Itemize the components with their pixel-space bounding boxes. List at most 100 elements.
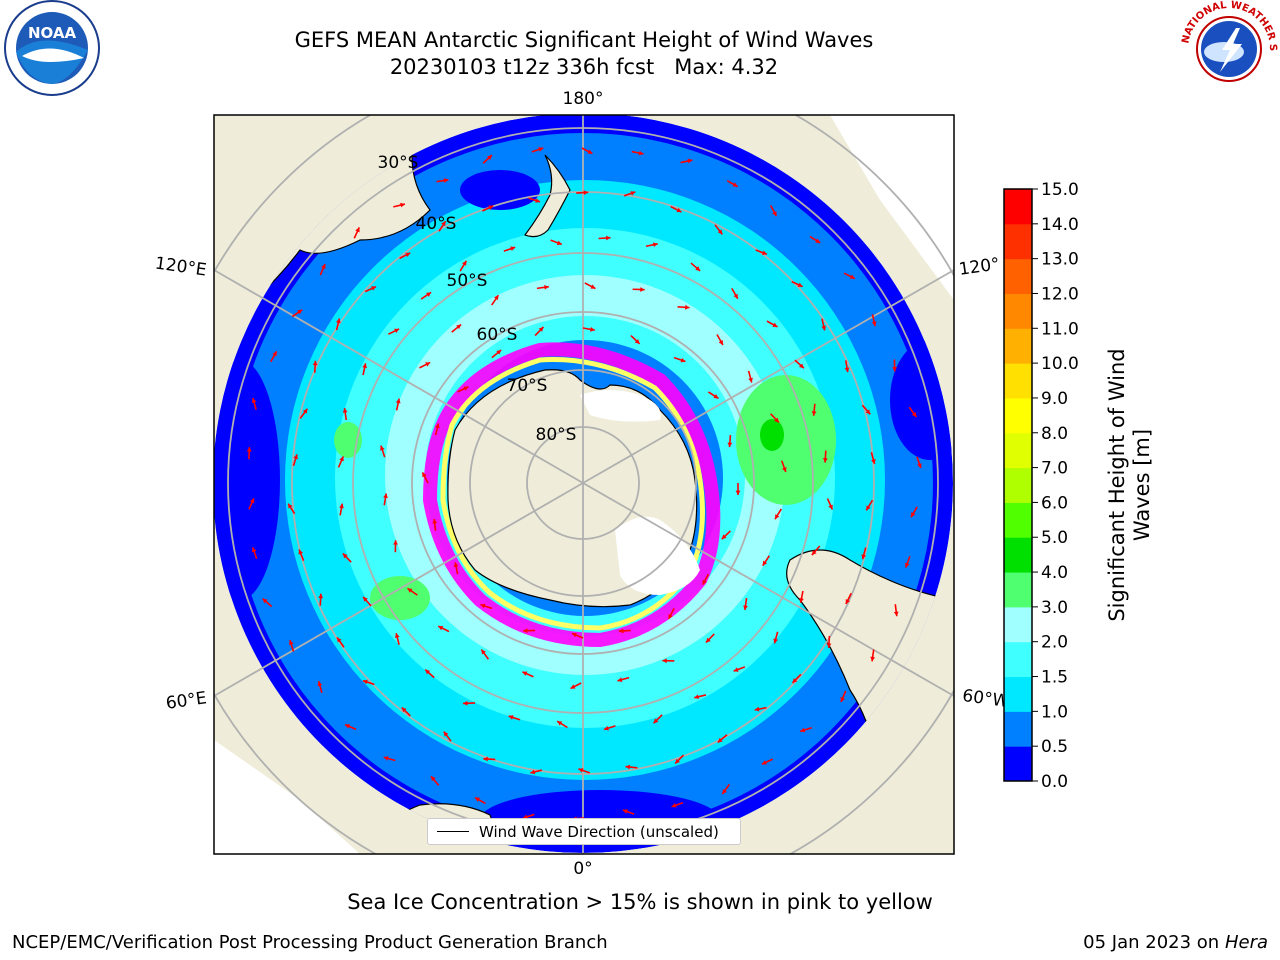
wave-direction-arrowhead (606, 235, 611, 241)
colorbar-tick-label: 3.0 (1041, 598, 1068, 618)
wave-direction-arrowhead (425, 669, 431, 675)
national-weather-service-logo: NATIONAL WEATHER SERVICE (1178, 0, 1278, 95)
wave-direction-arrowhead (640, 287, 645, 292)
colorbar-band (1004, 467, 1032, 503)
colorbar-band (1004, 676, 1032, 712)
wave-direction-arrowhead (401, 707, 407, 713)
wave-direction-arrowhead (345, 724, 351, 729)
colorbar-tick-label: 0.0 (1041, 772, 1068, 792)
colorbar-tick-label: 12.0 (1041, 284, 1079, 304)
ross-sea-ice (580, 390, 661, 422)
wave-direction-arrowhead (317, 681, 323, 687)
wave-direction-arrowhead (871, 459, 876, 464)
wave-direction-arrowhead (405, 252, 411, 258)
wave-direction-arrowhead (538, 147, 544, 152)
colorbar-label: Significant Height of Wind Waves [m] (1105, 348, 1154, 622)
wave-direction-arrowhead (249, 498, 255, 504)
wave-direction-arrowhead (748, 377, 753, 383)
colorbar: 0.0 0.5 1.0 1.5 2.0 3.0 4.0 5.0 6.0 7.0 8.0 9.0 10.0… (1003, 180, 1079, 792)
legend-line-swatch (437, 831, 469, 832)
colorbar-band (1004, 432, 1032, 469)
wave-direction-arrowhead (383, 756, 389, 761)
colorbar-tick-label: 2.0 (1041, 633, 1068, 653)
colorbar-band (1004, 223, 1032, 260)
wave-direction-arrowhead (400, 202, 405, 208)
colorbar-tick-label: 10.0 (1041, 354, 1079, 374)
wave-direction-arrowhead (676, 207, 682, 213)
wave-direction-arrowhead (844, 367, 850, 373)
lon-label-0: 0° (573, 859, 592, 879)
wave-direction-arrowhead (652, 242, 658, 248)
wave-direction-arrowhead (493, 295, 499, 301)
wave-direction-arrowhead (762, 250, 767, 255)
wave-direction-arrowhead (675, 758, 680, 764)
wave-direction-arrowhead (362, 363, 368, 369)
lon-label-120e: 120°E (154, 254, 208, 281)
wave-direction-arrowhead (587, 149, 593, 154)
wave-direction-arrowhead (462, 260, 467, 266)
wave-direction-arrowhead (339, 503, 344, 509)
wave-direction-arrowhead (799, 597, 804, 603)
wave-direction-arrowhead (743, 605, 748, 611)
wave-direction-arrowhead (625, 764, 631, 770)
wave-direction-arrowhead (718, 339, 723, 345)
wave-direction-arrowhead (618, 628, 624, 634)
wave-direction-arrowhead (811, 411, 817, 416)
wave-direction-arrowhead (732, 182, 738, 187)
wave-direction-arrowhead (727, 442, 733, 448)
wave-direction-arrowhead (302, 408, 308, 414)
wave-direction-arrowhead (821, 325, 827, 331)
colorbar-tick-label: 11.0 (1041, 319, 1079, 339)
chart-subtitle: 20230103 t12z 336h fcst Max: 4.32 (389, 55, 779, 79)
new-zealand-land (524, 154, 571, 238)
wave-direction-arrowhead (407, 588, 413, 593)
wave-direction-arrowhead (422, 472, 427, 478)
wave-direction-arrowhead (394, 328, 400, 334)
wave-direction-arrowhead (488, 205, 494, 210)
wave-direction-arrowhead (544, 284, 549, 290)
wave-direction-arrowhead (815, 238, 821, 243)
wave-direction-arrowhead (773, 638, 778, 644)
wave-direction-arrowhead (761, 760, 767, 765)
wave-direction-arrowhead (772, 322, 778, 327)
wave-direction-arrowhead (272, 351, 277, 357)
wave-direction-arrowhead (893, 611, 899, 617)
map-frame (213, 114, 955, 855)
colorbar-tick-label: 5.0 (1041, 528, 1068, 548)
footer-credit: NCEP/EMC/Verification Post Processing Pr… (12, 932, 608, 953)
wave-direction-arrowhead (297, 309, 303, 315)
wave-direction-arrowhead (463, 700, 468, 706)
wave-direction-arrowhead (583, 190, 589, 196)
wave-direction-arrowhead (336, 318, 341, 324)
wave-direction-arrowhead (653, 718, 659, 724)
lon-label-60e: 60°E (165, 688, 208, 713)
wave-direction-arrowhead (733, 667, 739, 672)
wave-direction-arrowhead (892, 367, 898, 372)
wave-direction-arrowhead (262, 598, 268, 604)
svg-text:NOAA: NOAA (28, 24, 77, 42)
wave-direction-arrowhead (556, 240, 562, 246)
wind-wave-arrows (246, 147, 922, 822)
wave-direction-arrowhead (288, 503, 293, 509)
wave-direction-arrowhead (530, 769, 536, 775)
wave-direction-arrowhead (483, 756, 488, 762)
colorbar-tick-label: 15.0 (1041, 180, 1079, 200)
wave-direction-arrowhead (481, 649, 486, 655)
wave-direction-arrowhead (395, 398, 401, 404)
colorbar-band (1004, 537, 1032, 573)
wave-direction-arrowhead (822, 458, 828, 463)
colorbar-band (1004, 641, 1032, 678)
wave-direction-arrowhead (535, 198, 541, 203)
colorbar-tick-label: 8.0 (1041, 424, 1068, 444)
colorbar-tick-label: 6.0 (1041, 493, 1068, 513)
wave-direction-arrowhead (430, 776, 436, 782)
lat-label-30s: 30°S (378, 153, 419, 173)
wave-direction-arrowhead (917, 463, 922, 469)
lat-label-60s: 60°S (477, 325, 518, 345)
wave-direction-arrowhead (717, 737, 723, 743)
wave-direction-arrowhead (342, 553, 348, 559)
wave-direction-arrowhead (538, 326, 544, 332)
wave-direction-arrowhead (578, 768, 584, 773)
wave-direction-arrowhead (702, 579, 707, 585)
